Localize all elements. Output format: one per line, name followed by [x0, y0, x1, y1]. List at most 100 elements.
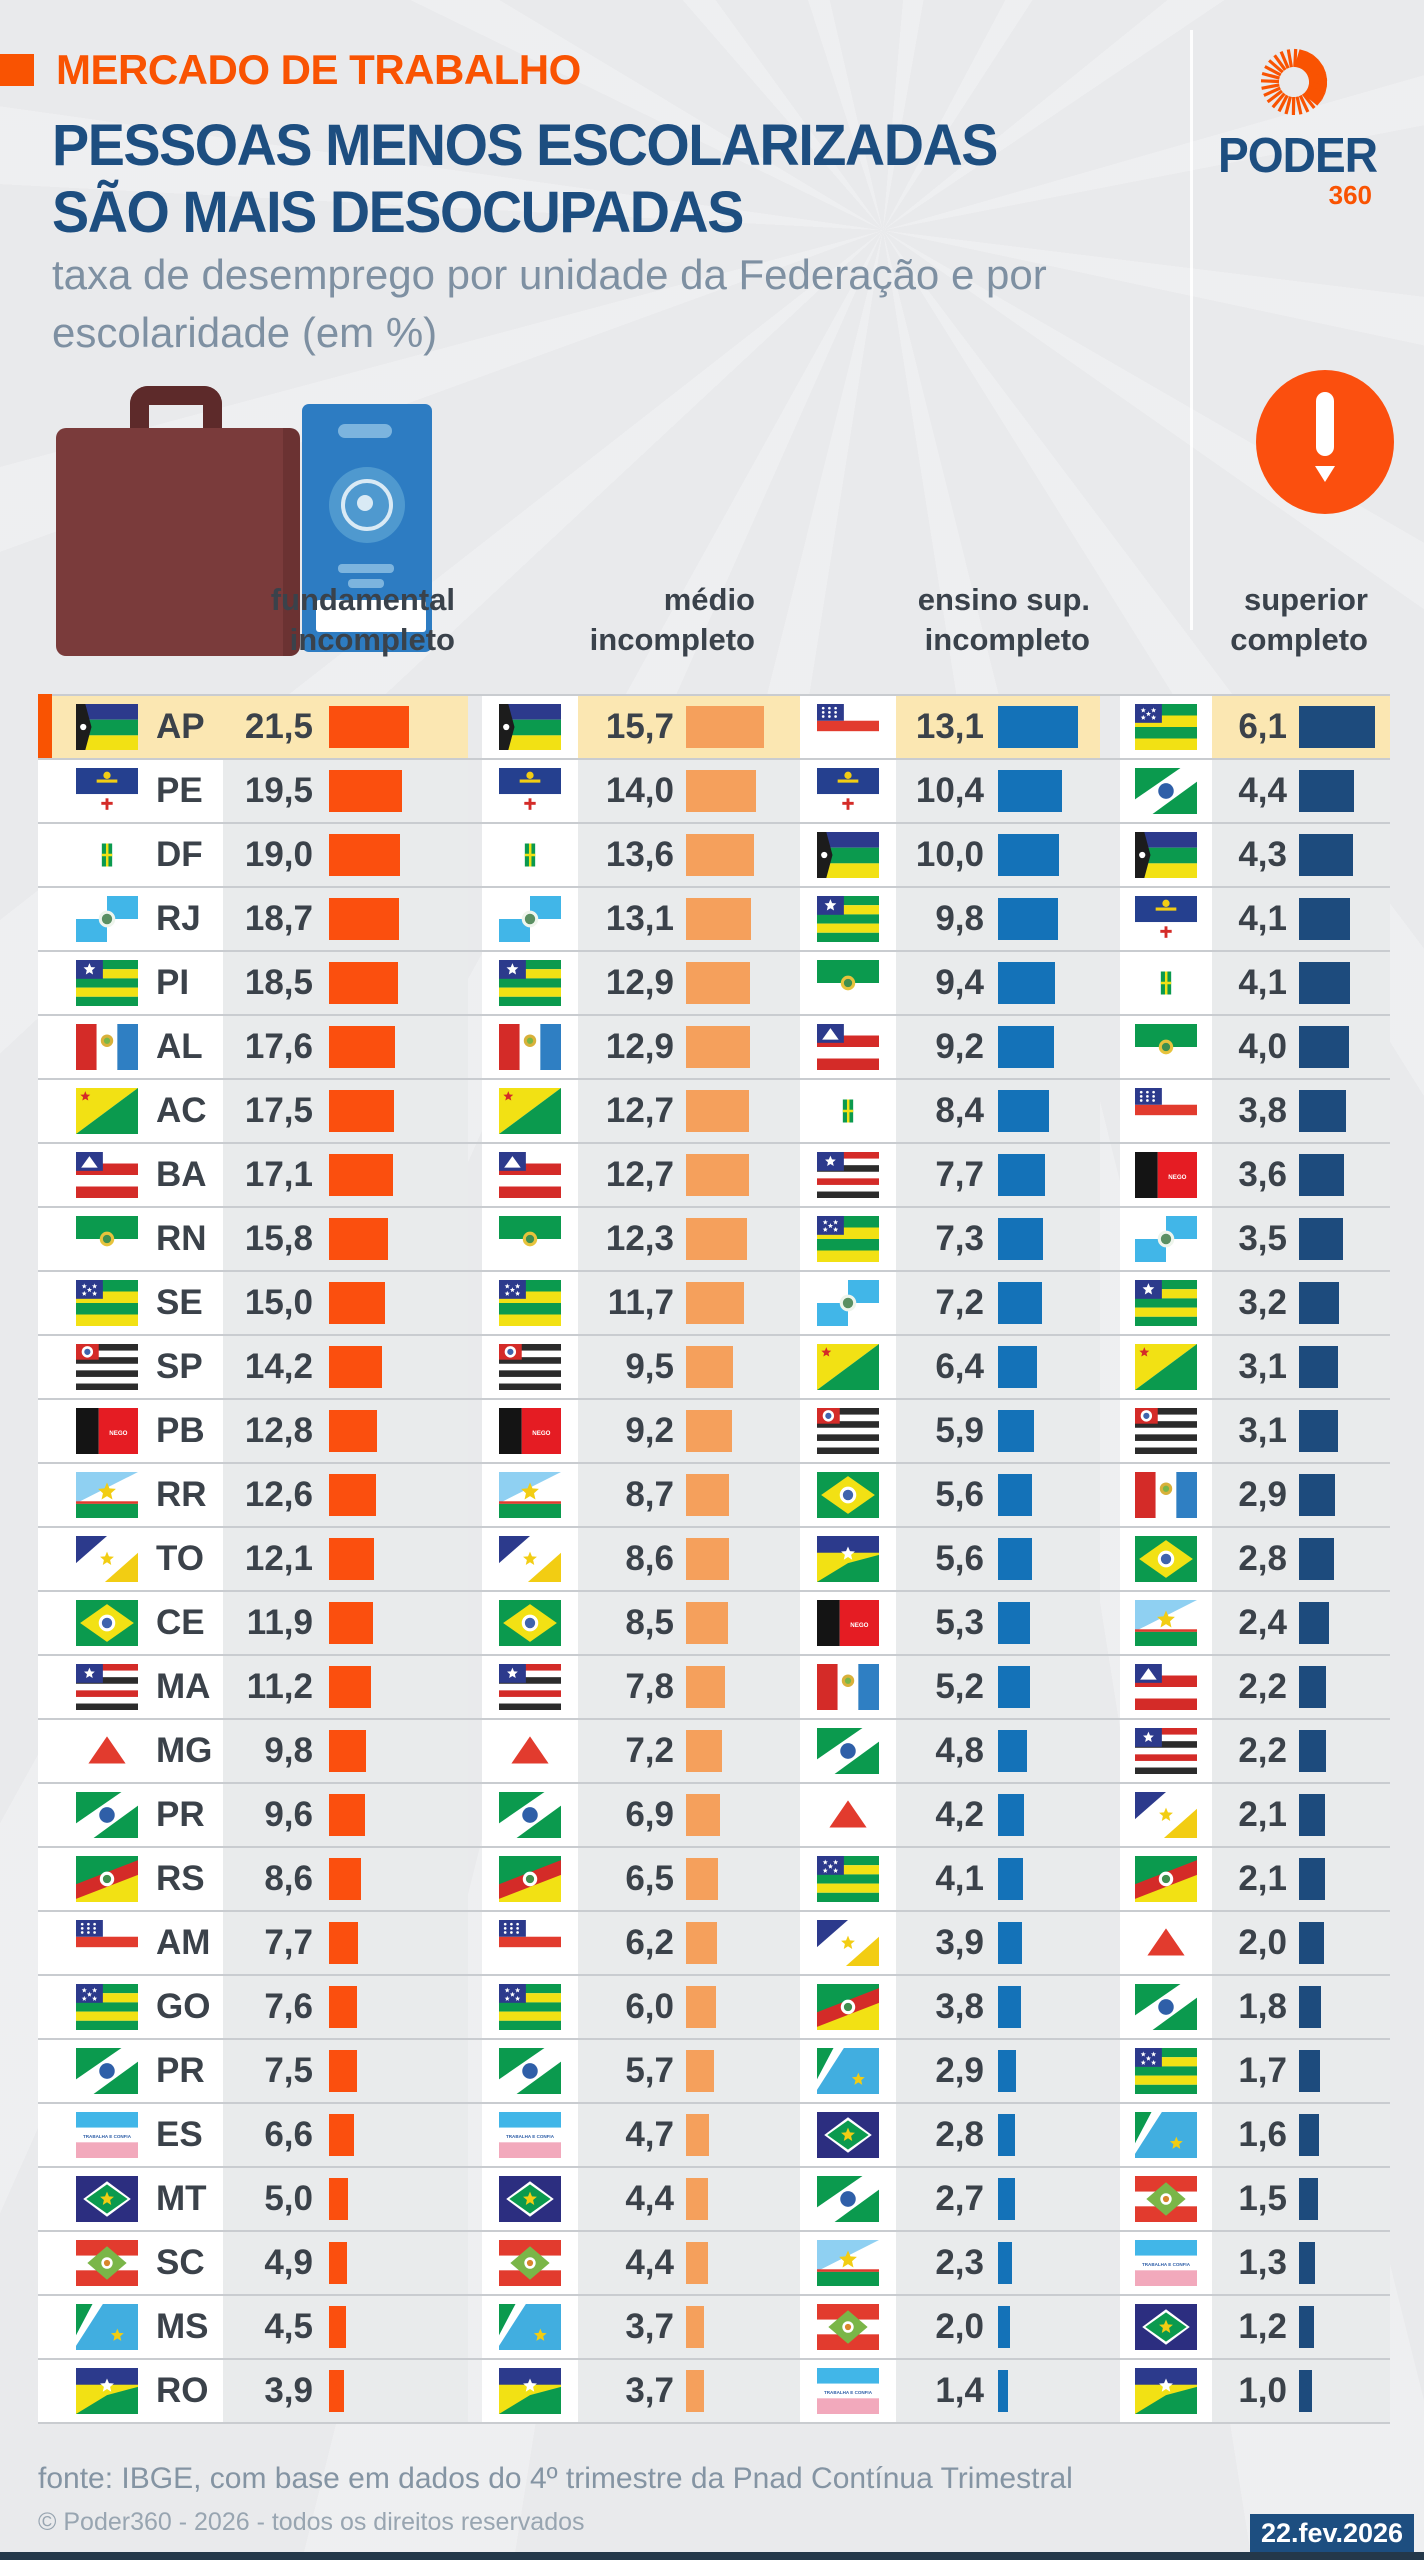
- bar: [329, 1794, 365, 1836]
- value-cell: 4,1: [1212, 952, 1390, 1014]
- value-cell: 12,7: [578, 1144, 800, 1206]
- flag-cell: [1120, 1272, 1212, 1334]
- cell-group: 14,0: [482, 760, 800, 822]
- value-cell: 12,3: [578, 1208, 800, 1270]
- work-card-tab: [338, 424, 392, 438]
- source-note: fonte: IBGE, com base em dados do 4º tri…: [38, 2462, 1073, 2495]
- value: 12,6: [244, 1475, 313, 1514]
- cell-group: 7,2: [800, 1272, 1100, 1334]
- bar: [1299, 1602, 1329, 1644]
- value: 12,7: [605, 1155, 674, 1194]
- cell-group: 6,5: [482, 1848, 800, 1910]
- value: 18,5: [244, 963, 313, 1002]
- bar: [998, 2370, 1008, 2412]
- cell-group: PE 19,5: [38, 760, 468, 822]
- value-cell: 3,7: [578, 2296, 800, 2358]
- value-cell: 9,2: [578, 1400, 800, 1462]
- state-label: RR: [156, 1475, 207, 1514]
- value-cell: 5,3: [896, 1592, 1100, 1654]
- cell-group: MG 9,8: [38, 1720, 468, 1782]
- bar: [1299, 1794, 1326, 1836]
- cell-group: 7,3: [800, 1208, 1100, 1270]
- flag-cell: [1120, 888, 1212, 950]
- value: 3,2: [1238, 1283, 1287, 1322]
- value: 9,6: [264, 1795, 313, 1834]
- flag-RN-icon: [499, 1216, 561, 1262]
- cell-group: 8,7: [482, 1464, 800, 1526]
- value-cell: 6,1: [1212, 696, 1390, 758]
- flag-cell: BA: [38, 1144, 223, 1206]
- bar: [329, 1218, 388, 1260]
- bar: [329, 1410, 377, 1452]
- state-label: MG: [156, 1731, 213, 1770]
- flag-RN-icon: [76, 1216, 138, 1262]
- flag-DF-icon: [1135, 960, 1197, 1006]
- cell-group: 5,2: [800, 1656, 1100, 1718]
- cell-group: 10,0: [800, 824, 1100, 886]
- state-label: TO: [156, 1539, 204, 1578]
- cell-group: CE 11,9: [38, 1592, 468, 1654]
- value: 3,5: [1238, 1219, 1287, 1258]
- flag-MT-icon: [76, 2176, 138, 2222]
- flag-cell: [800, 952, 896, 1014]
- flag-AC-icon: [76, 1088, 138, 1134]
- flag-cell: [482, 1720, 578, 1782]
- flag-cell: [482, 824, 578, 886]
- cell-group: RS 8,6: [38, 1848, 468, 1910]
- value: 4,4: [625, 2243, 674, 2282]
- flag-cell: [800, 1976, 896, 2038]
- value: 12,9: [605, 1027, 674, 1066]
- value-cell: 6,9: [578, 1784, 800, 1846]
- flag-MA-icon: [817, 1152, 879, 1198]
- flag-MS-icon: [817, 2048, 879, 2094]
- flag-cell: [800, 1016, 896, 1078]
- value-cell: 18,5: [223, 952, 468, 1014]
- value-cell: 12,6: [223, 1464, 468, 1526]
- value-cell: 3,5: [1212, 1208, 1390, 1270]
- value: 5,7: [625, 2051, 674, 2090]
- flag-cell: [1120, 2104, 1212, 2166]
- flag-SE-icon: [76, 1280, 138, 1326]
- cell-group: NEGO 3,6: [1120, 1144, 1390, 1206]
- flag-PI-icon: [499, 960, 561, 1006]
- value-cell: 3,9: [223, 2360, 468, 2422]
- flag-RJ-icon: [76, 896, 138, 942]
- cell-group: 2,9: [800, 2040, 1100, 2102]
- cell-group: 1,5: [1120, 2168, 1390, 2230]
- cell-group: DF 19,0: [38, 824, 468, 886]
- value: 4,1: [1238, 899, 1287, 938]
- flag-cell: [482, 2360, 578, 2422]
- value-cell: 11,2: [223, 1656, 468, 1718]
- bar: [686, 1538, 729, 1580]
- cell-group: 6,0: [482, 1976, 800, 2038]
- flag-MG-icon: [1135, 1920, 1197, 1966]
- flag-RO-icon: [76, 2368, 138, 2414]
- flag-AL-icon: [1135, 1472, 1197, 1518]
- cell-group: AL 17,6: [38, 1016, 468, 1078]
- flag-AP-icon: [1135, 832, 1197, 878]
- flag-cell: SP: [38, 1336, 223, 1398]
- flag-cell: [1120, 1784, 1212, 1846]
- flag-PI-icon: [1135, 1280, 1197, 1326]
- bar: [686, 1154, 750, 1196]
- value-cell: 5,9: [896, 1400, 1100, 1462]
- table-row: GO 7,6 6,0 3,8 1,8: [38, 1974, 1390, 2038]
- flag-MS-icon: [1135, 2112, 1197, 2158]
- flag-cell: [482, 2296, 578, 2358]
- cell-group: 1,7: [1120, 2040, 1390, 2102]
- cell-group: AC 17,5: [38, 1080, 468, 1142]
- table-row: BA 17,1 12,7 7,7 NEGO 3,6: [38, 1142, 1390, 1206]
- flag-PI-icon: [76, 960, 138, 1006]
- flag-DF-icon: [499, 832, 561, 878]
- bar: [686, 2370, 705, 2412]
- value: 4,5: [264, 2307, 313, 2346]
- flag-cell: MA: [38, 1656, 223, 1718]
- bar: [1299, 770, 1354, 812]
- cell-group: 3,5: [1120, 1208, 1390, 1270]
- state-label: BA: [156, 1155, 207, 1194]
- flag-RO-icon: [1135, 2368, 1197, 2414]
- cell-group: RR 12,6: [38, 1464, 468, 1526]
- value-cell: 3,2: [1212, 1272, 1390, 1334]
- value: 12,1: [244, 1539, 313, 1578]
- flag-ES-icon: TRABALHA E CONFIA: [817, 2368, 879, 2414]
